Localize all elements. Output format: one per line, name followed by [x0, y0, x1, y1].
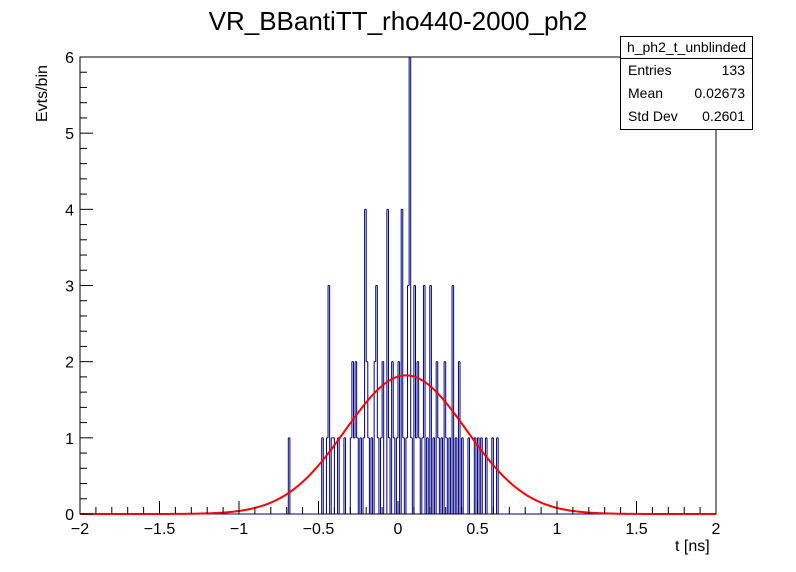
stats-mean-label: Mean	[628, 85, 664, 101]
y-tick-label: 5	[65, 126, 74, 143]
x-tick-label: 0	[394, 521, 403, 538]
x-axis: −2 −1.5 −1 −0.5 0 0.5 1 1.5 2	[71, 501, 721, 538]
stats-stddev-value: 0.2601	[702, 108, 745, 124]
x-tick-label: −2	[71, 521, 89, 538]
stats-stddev-label: Std Dev	[628, 108, 678, 124]
stats-mean-row: Mean 0.02673	[621, 82, 752, 105]
y-tick-label: 4	[65, 202, 74, 219]
stats-mean-value: 0.02673	[694, 85, 745, 101]
stats-box: h_ph2_t_unblinded Entries 133 Mean 0.026…	[620, 36, 753, 130]
stats-title: h_ph2_t_unblinded	[621, 37, 752, 59]
fit-line	[80, 374, 716, 515]
y-axis: 0 1 2 3 4 5 6	[65, 50, 93, 524]
y-tick-label: 3	[65, 279, 74, 296]
stats-entries-label: Entries	[628, 62, 672, 78]
stats-entries-value: 133	[721, 62, 745, 78]
x-tick-label: −0.5	[303, 521, 335, 538]
stats-stddev-row: Std Dev 0.2601	[621, 105, 752, 128]
gaussian-fit-curve	[80, 374, 716, 515]
x-tick-label: −1	[230, 521, 248, 538]
y-tick-label: 6	[65, 50, 74, 67]
x-axis-label: t [ns]	[675, 538, 710, 555]
x-tick-label: 0.5	[466, 521, 488, 538]
x-tick-label: 1	[553, 521, 562, 538]
x-tick-label: 1.5	[625, 521, 647, 538]
y-tick-label: 2	[65, 355, 74, 372]
y-axis-label: Evts/bin	[34, 65, 51, 122]
y-tick-label: 1	[65, 431, 74, 448]
chart-title: VR_BBantiTT_rho440-2000_ph2	[208, 6, 588, 36]
x-tick-label: −1.5	[144, 521, 176, 538]
x-tick-label: 2	[712, 521, 721, 538]
y-tick-label: 0	[65, 507, 74, 524]
stats-entries-row: Entries 133	[621, 59, 752, 82]
